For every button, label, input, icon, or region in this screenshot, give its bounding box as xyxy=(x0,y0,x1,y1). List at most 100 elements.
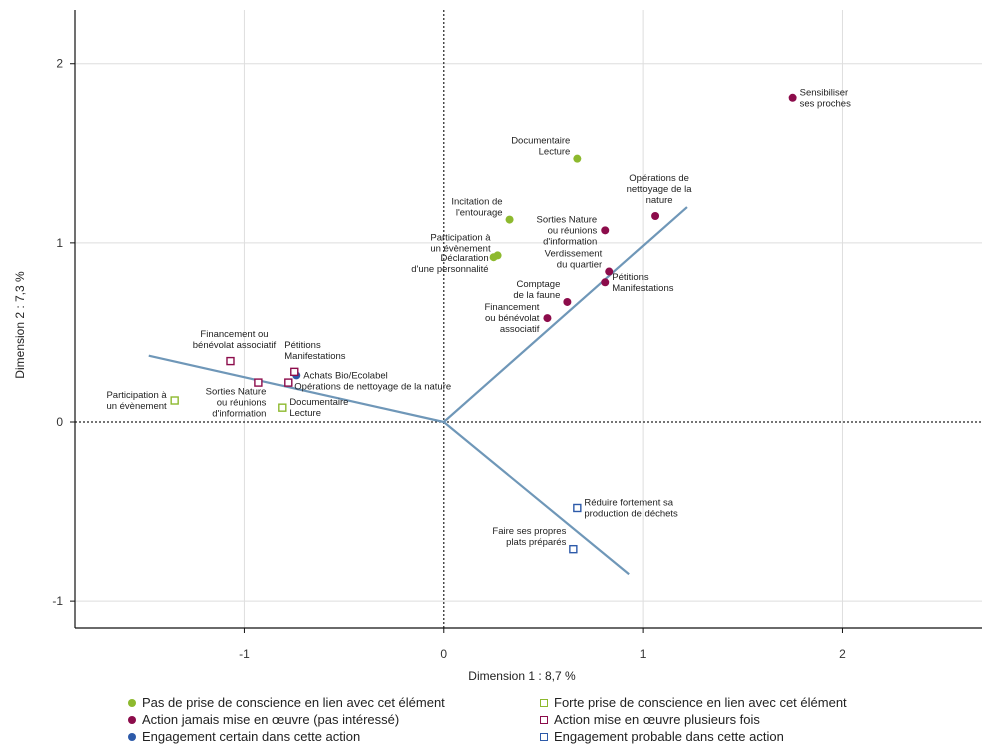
point-label-line: Financement xyxy=(485,302,540,313)
legend-marker xyxy=(540,698,548,707)
point-label-line: Incitation de xyxy=(451,197,502,208)
axis-vector xyxy=(148,354,445,424)
legend-item: Engagement certain dans cette action xyxy=(128,729,360,744)
point-label-line: Lecture xyxy=(539,147,571,158)
data-point xyxy=(788,93,797,102)
axis-vector xyxy=(443,206,688,423)
data-point xyxy=(290,367,299,377)
y-axis-label: Dimension 2 : 7,3 % xyxy=(13,271,27,379)
y-tick-label: 1 xyxy=(56,236,63,250)
point-label: Faire ses propres plats préparés xyxy=(492,526,566,548)
point-label-line: plats préparés xyxy=(506,537,566,548)
point-label-line: Sorties Nature xyxy=(206,387,267,398)
legend-label: Action mise en œuvre plusieurs fois xyxy=(554,712,760,727)
point-label-line: d'information xyxy=(212,409,266,420)
data-point xyxy=(284,378,293,387)
y-tick-label: 0 xyxy=(56,415,63,429)
legend-item: Pas de prise de conscience en lien avec … xyxy=(128,695,445,710)
point-label: Sensibiliser ses proches xyxy=(800,87,851,109)
point-label: Incitation de l'entourage xyxy=(451,197,502,219)
legend-item: Action mise en œuvre plusieurs fois xyxy=(540,712,760,727)
data-point xyxy=(489,253,498,262)
legend-marker xyxy=(540,732,548,741)
x-tick-label: 2 xyxy=(839,647,846,661)
x-axis-label: Dimension 1 : 8,7 % xyxy=(468,669,576,683)
point-label-line: ou bénévolat xyxy=(485,313,540,324)
legend-label: Forte prise de conscience en lien avec c… xyxy=(554,695,847,710)
point-label-line: Pétitions xyxy=(284,340,321,351)
legend-label: Action jamais mise en œuvre (pas intéres… xyxy=(142,712,400,727)
legend-marker xyxy=(128,732,136,741)
point-label: Documentaire Lecture xyxy=(511,136,570,158)
axis-vectors xyxy=(148,206,688,576)
point-label-line: associatif xyxy=(500,324,540,335)
point-label: Sorties Nature ou réunions d'information xyxy=(206,387,267,420)
point-label-line: Participation à xyxy=(106,390,167,401)
legend-label: Pas de prise de conscience en lien avec … xyxy=(142,695,445,710)
point-label-line: ses proches xyxy=(800,98,851,109)
point-label: Financement ou bénévolat associatif xyxy=(193,329,277,351)
point-label-line: Verdissement xyxy=(545,249,603,260)
data-point xyxy=(170,396,179,405)
point-label-line: nature xyxy=(646,195,673,206)
x-tick-label: 1 xyxy=(640,647,647,661)
point-label-line: Achats Bio/Ecolabel xyxy=(303,370,388,381)
point-label: Participation à un évènement xyxy=(106,390,167,412)
data-point xyxy=(605,267,614,276)
point-label: Opérations de nettoyage de la nature xyxy=(627,173,693,206)
point-label: Financement ou bénévolat associatif xyxy=(485,302,540,335)
x-tick-label: 0 xyxy=(440,647,447,661)
point-label-line: Déclaration xyxy=(441,253,489,264)
point-label: Déclaration d'une personnalité xyxy=(411,253,488,275)
data-point xyxy=(505,215,514,224)
legend-marker xyxy=(128,698,136,707)
point-label-line: Sensibiliser xyxy=(800,87,849,98)
data-point xyxy=(278,403,287,412)
point-label-line: du quartier xyxy=(557,260,602,271)
point-label: Sorties Nature ou réunions d'information xyxy=(537,214,598,247)
data-point xyxy=(226,356,235,366)
point-label-line: ou réunions xyxy=(217,398,267,409)
point-label-line: ou réunions xyxy=(548,225,598,236)
point-label-line: un évènement xyxy=(106,401,167,412)
point-label-line: Documentaire xyxy=(289,397,348,408)
x-tick-label: -1 xyxy=(239,647,250,661)
point-label: Participation à un évènement xyxy=(430,232,491,254)
point-label: Verdissement du quartier xyxy=(545,249,603,271)
point-label: Pétitions Manifestations xyxy=(612,272,674,294)
point-label-line: nettoyage de la xyxy=(627,184,693,195)
point-label-line: Comptage xyxy=(517,279,561,290)
point-label-line: Documentaire xyxy=(511,136,570,147)
point-label: Comptage de la faune xyxy=(513,279,560,301)
point-label-line: l'entourage xyxy=(456,208,503,219)
point-label-line: un évènement xyxy=(430,243,491,254)
grid-lines xyxy=(75,10,982,628)
point-label-line: Participation à xyxy=(430,232,491,243)
point-label: Achats Bio/Ecolabel xyxy=(303,370,388,381)
y-tick-label: 2 xyxy=(56,57,63,71)
data-point xyxy=(601,278,610,287)
data-point xyxy=(651,212,660,220)
legend-marker xyxy=(540,715,548,724)
point-label-line: Réduire fortement sa xyxy=(584,497,673,508)
point-label-line: Sorties Nature xyxy=(537,214,598,225)
legend-label: Engagement probable dans cette action xyxy=(554,729,784,744)
data-point xyxy=(573,154,582,163)
data-point xyxy=(569,544,578,554)
point-label-line: Pétitions xyxy=(612,272,649,283)
point-label-line: Faire ses propres xyxy=(492,526,566,537)
point-label-line: bénévolat associatif xyxy=(193,340,277,351)
point-label: Opérations de nettoyage de la nature xyxy=(294,382,451,393)
point-label: Documentaire Lecture xyxy=(289,397,348,419)
point-label: Pétitions Manifestations xyxy=(284,340,346,362)
axis-vector xyxy=(443,421,630,576)
legend-item: Engagement probable dans cette action xyxy=(540,729,784,744)
point-label-line: Opérations de nettoyage de la nature xyxy=(294,382,451,393)
point-label-line: production de déchets xyxy=(584,508,678,519)
point-label-line: Manifestations xyxy=(284,351,346,362)
data-point xyxy=(543,314,552,323)
point-label-line: d'une personnalité xyxy=(411,264,488,275)
data-point xyxy=(573,503,582,513)
